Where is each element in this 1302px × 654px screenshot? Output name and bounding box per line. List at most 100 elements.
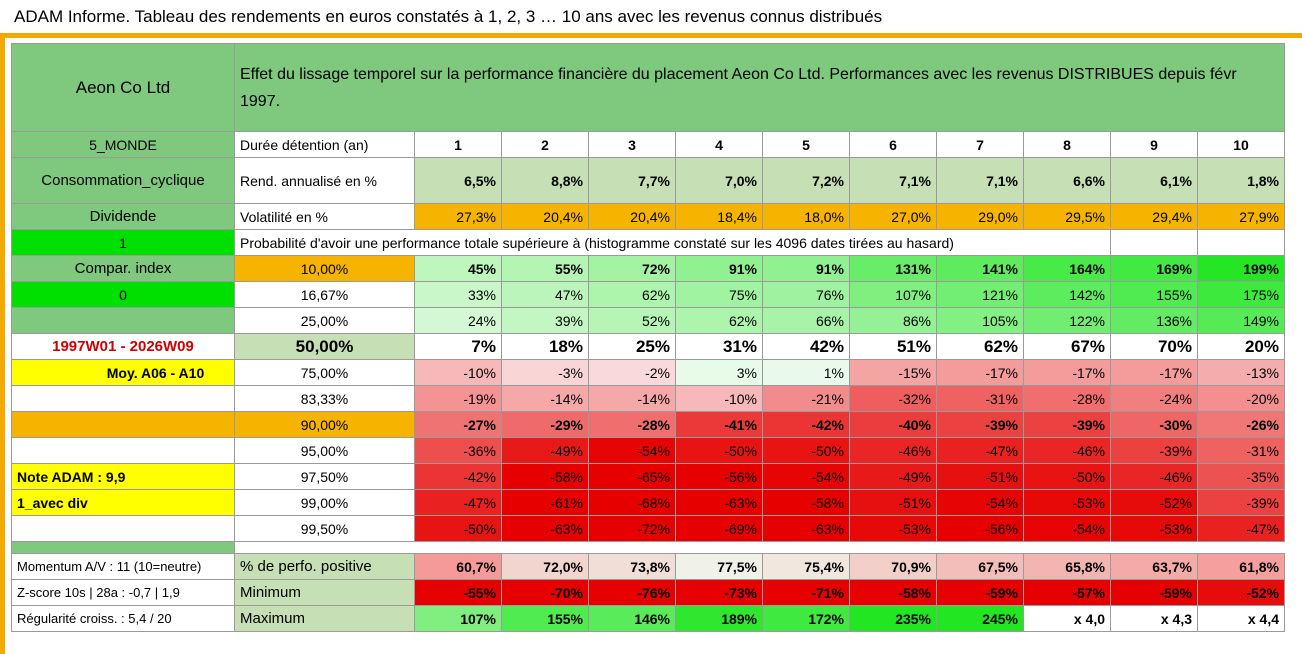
quantile-value: 149% xyxy=(1197,307,1285,334)
compar-index-label: Compar. index xyxy=(11,255,235,282)
quantile-value: -49% xyxy=(849,463,937,490)
quantile-value: 24% xyxy=(414,307,502,334)
quantile-label: 83,33% xyxy=(234,385,415,412)
proba-row: 1 Probabilité d'avoir une performance to… xyxy=(11,229,1285,256)
quantile-value: -42% xyxy=(762,411,850,438)
quantile-value: -29% xyxy=(501,411,589,438)
quantile-value: -53% xyxy=(849,515,937,542)
quantile-value: -17% xyxy=(1110,359,1198,386)
returns-table: Aeon Co Ltd Effet du lissage temporel su… xyxy=(11,43,1285,632)
bottom-value: 72,0% xyxy=(501,553,589,580)
bottom-value: -58% xyxy=(849,579,937,606)
quantile-value: -14% xyxy=(501,385,589,412)
quantile-value: 175% xyxy=(1197,281,1285,308)
bottom-value: 60,7% xyxy=(414,553,502,580)
spacer-cell xyxy=(235,542,1285,554)
quantile-value: -13% xyxy=(1197,359,1285,386)
year-header: 2 xyxy=(501,131,589,158)
quantile-value: -65% xyxy=(588,463,676,490)
quantile-value: -49% xyxy=(501,437,589,464)
quantile-row: 1_avec div 99,00% -47% -61% -68% -63% -58% -51%… xyxy=(11,489,1285,516)
vol-value: 20,4% xyxy=(588,203,676,230)
quantile-value: -10% xyxy=(675,385,763,412)
bottom-value: 63,7% xyxy=(1110,553,1198,580)
bottom-value: 245% xyxy=(936,605,1024,632)
quantile-value: -17% xyxy=(1023,359,1111,386)
left-border xyxy=(0,38,11,654)
quantile-value: -39% xyxy=(936,411,1024,438)
quantile-label: 95,00% xyxy=(234,437,415,464)
quantile-value: 20% xyxy=(1197,333,1285,360)
minimum-row: Z-score 10s | 28a : -0,7 | 1,9 Minimum -55… xyxy=(11,579,1285,606)
bottom-value: 65,8% xyxy=(1023,553,1111,580)
quantile-row: 1997W01 - 2026W09 50,00% 7% 18% 25% 31% 42% 51%… xyxy=(11,333,1285,360)
quantile-value: 33% xyxy=(414,281,502,308)
quantile-value: 25% xyxy=(588,333,676,360)
rend-value: 6,6% xyxy=(1023,157,1111,204)
quantile-value: -51% xyxy=(849,489,937,516)
quantile-label: 16,67% xyxy=(234,281,415,308)
empty-cell xyxy=(1197,229,1285,256)
quantile-value: -42% xyxy=(414,463,502,490)
quantile-value: -31% xyxy=(936,385,1024,412)
bottom-value: -52% xyxy=(1197,579,1285,606)
year-header: 8 xyxy=(1023,131,1111,158)
rend-value: 7,1% xyxy=(849,157,937,204)
quantile-label: 99,50% xyxy=(234,515,415,542)
quantile-value: 55% xyxy=(501,255,589,282)
rend-value: 6,1% xyxy=(1110,157,1198,204)
quantile-value: 131% xyxy=(849,255,937,282)
quantile-value: 31% xyxy=(675,333,763,360)
vol-value: 29,0% xyxy=(936,203,1024,230)
proba-label: Probabilité d'avoir une performance tota… xyxy=(234,229,1111,256)
quantile-value: -63% xyxy=(675,489,763,516)
quantile-value: -54% xyxy=(1023,515,1111,542)
quantile-value: -39% xyxy=(1197,489,1285,516)
quantile-label: 90,00% xyxy=(234,411,415,438)
spacer-row xyxy=(11,541,1285,554)
quantile-value: -41% xyxy=(675,411,763,438)
quantile-row: Note ADAM : 9,9 97,50% -42% -58% -65% -56% -54… xyxy=(11,463,1285,490)
flag-zero: 0 xyxy=(11,281,235,308)
bottom-value: 172% xyxy=(762,605,850,632)
bottom-value: -57% xyxy=(1023,579,1111,606)
quantile-value: 62% xyxy=(936,333,1024,360)
quantile-value: -58% xyxy=(501,463,589,490)
quantile-value: -26% xyxy=(1197,411,1285,438)
quantile-value: -54% xyxy=(762,463,850,490)
bottom-value: -71% xyxy=(762,579,850,606)
quantile-value: 72% xyxy=(588,255,676,282)
empty-left-cell xyxy=(11,515,235,542)
quantile-value: -47% xyxy=(1197,515,1285,542)
rend-value: 7,1% xyxy=(936,157,1024,204)
empty-left-cell xyxy=(11,307,235,334)
quantile-value: -20% xyxy=(1197,385,1285,412)
rend-value: 6,5% xyxy=(414,157,502,204)
quantile-value: -56% xyxy=(936,515,1024,542)
vol-value: 20,4% xyxy=(501,203,589,230)
quantile-value: -56% xyxy=(675,463,763,490)
year-header: 1 xyxy=(414,131,502,158)
year-header: 4 xyxy=(675,131,763,158)
quantile-value: -50% xyxy=(762,437,850,464)
bottom-value: 235% xyxy=(849,605,937,632)
quantile-row: Moy. A06 - A10 75,00% -10% -3% -2% 3% 1% -15% -1… xyxy=(11,359,1285,386)
quantile-value: 3% xyxy=(675,359,763,386)
vol-value: 29,4% xyxy=(1110,203,1198,230)
quantile-value: -24% xyxy=(1110,385,1198,412)
quantile-value: -63% xyxy=(501,515,589,542)
rend-value: 1,8% xyxy=(1197,157,1285,204)
bottom-value: 75,4% xyxy=(762,553,850,580)
year-header: 6 xyxy=(849,131,937,158)
quantile-value: -32% xyxy=(849,385,937,412)
quantile-value: -72% xyxy=(588,515,676,542)
rend-lt xyxy=(11,385,235,412)
year-header: 5 xyxy=(762,131,850,158)
quantile-value: -54% xyxy=(588,437,676,464)
company-name: Aeon Co Ltd xyxy=(11,43,235,132)
bottom-value: -76% xyxy=(588,579,676,606)
rend-row: Consommation_cyclique Rend. annualisé en… xyxy=(11,157,1285,204)
vol-value: 27,3% xyxy=(414,203,502,230)
bottom-value: x 4,4 xyxy=(1197,605,1285,632)
quantile-value: -69% xyxy=(675,515,763,542)
